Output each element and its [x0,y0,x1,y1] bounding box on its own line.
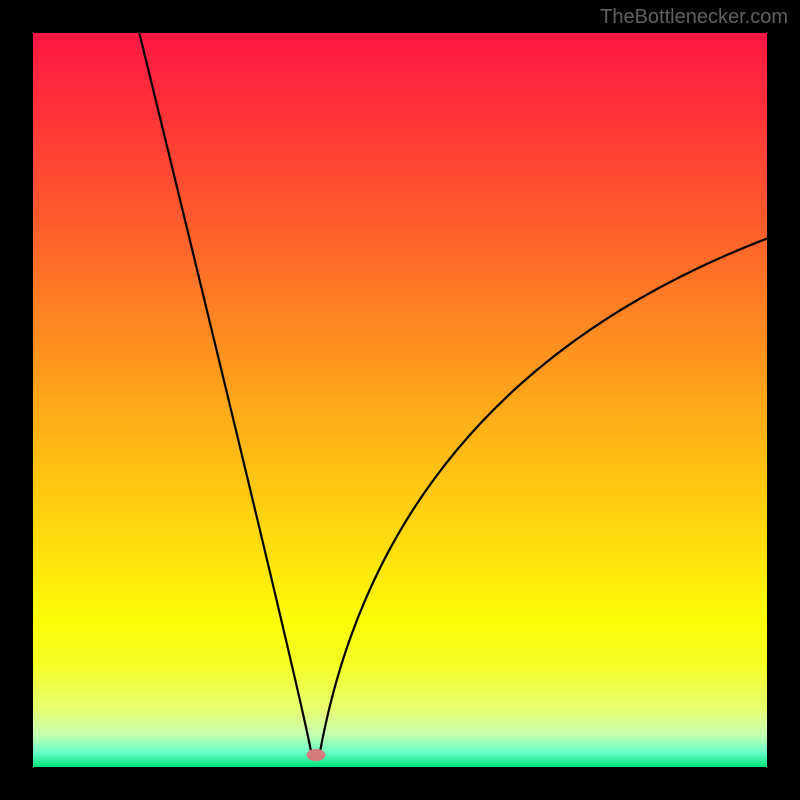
curve-path-right [319,239,767,756]
bottleneck-curve [33,33,767,767]
optimal-marker [306,749,325,761]
plot-area [33,33,767,767]
watermark-text: TheBottlenecker.com [600,6,788,29]
bottleneck-chart: TheBottlenecker.com [0,0,800,800]
curve-path-left [136,33,312,756]
